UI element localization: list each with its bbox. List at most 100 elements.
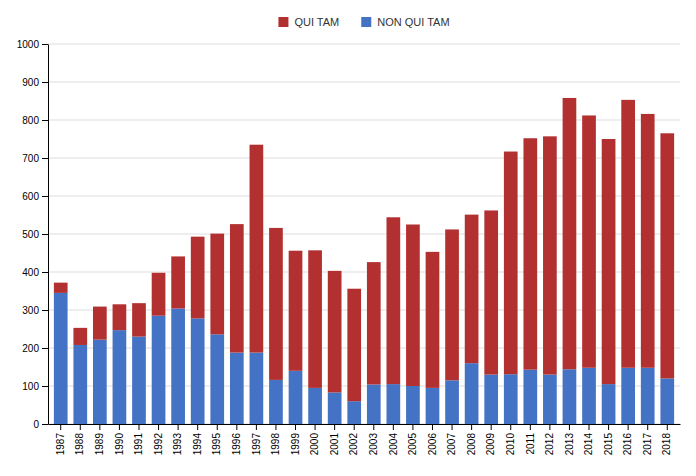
bar (641, 368, 655, 424)
tick: 2011 (525, 424, 536, 455)
tick: 2015 (603, 424, 614, 455)
tick-mark (354, 424, 355, 430)
bar (523, 138, 537, 369)
bar (523, 370, 537, 424)
tick: 300 (22, 305, 48, 316)
tick: 1997 (251, 424, 262, 455)
bar (152, 273, 166, 316)
bar (289, 251, 303, 371)
tick-mark (42, 272, 48, 273)
tick-label: 2013 (564, 433, 575, 456)
tick: 1992 (153, 424, 164, 455)
bar (191, 318, 205, 424)
tick-label: 2015 (603, 433, 614, 456)
bar (132, 303, 146, 336)
tick: 1994 (192, 424, 203, 455)
tick-label: 2006 (427, 433, 438, 456)
bar (269, 228, 283, 380)
tick-mark (530, 424, 531, 430)
legend-label: QUI TAM (294, 16, 339, 28)
tick-label: 800 (22, 115, 39, 126)
tick-mark (569, 424, 570, 430)
bar (328, 392, 342, 424)
legend-item: NON QUI TAM (361, 16, 449, 28)
tick-mark (42, 386, 48, 387)
tick-label: 2018 (661, 433, 672, 456)
tick-label: 2012 (544, 433, 555, 456)
tick-mark (42, 158, 48, 159)
tick-mark (42, 196, 48, 197)
bar (621, 100, 635, 368)
tick-mark (217, 424, 218, 430)
tick-label: 2009 (485, 433, 496, 456)
tick: 1999 (290, 424, 301, 455)
bar (445, 229, 459, 380)
bar (73, 328, 87, 345)
axis-line (48, 45, 49, 425)
tick-mark (667, 424, 668, 430)
tick: 2005 (407, 424, 418, 455)
tick: 1987 (55, 424, 66, 455)
tick: 1990 (114, 424, 125, 455)
legend: QUI TAM NON QUI TAM (278, 16, 449, 28)
tick-label: 1996 (231, 433, 242, 456)
tick-label: 1991 (133, 433, 144, 456)
tick-mark (589, 424, 590, 430)
tick-label: 1997 (251, 433, 262, 456)
tick: 2014 (583, 424, 594, 455)
tick-mark (647, 424, 648, 430)
axis-line (49, 424, 681, 425)
tick: 2000 (309, 424, 320, 455)
legend-swatch (361, 17, 371, 27)
bar (387, 217, 401, 384)
bar (152, 316, 166, 424)
tick-mark (256, 424, 257, 430)
tick: 2017 (642, 424, 653, 455)
tick-label: 1995 (211, 433, 222, 456)
tick-label: 1988 (74, 433, 85, 456)
tick-mark (138, 424, 139, 430)
tick-mark (42, 310, 48, 311)
bars (54, 98, 674, 424)
tick-label: 0 (33, 419, 39, 430)
tick-label: 500 (22, 229, 39, 240)
tick: 900 (22, 77, 48, 88)
bar (660, 378, 674, 424)
tick: 2003 (368, 424, 379, 455)
tick-label: 2010 (505, 433, 516, 456)
bar (230, 353, 244, 424)
tick-label: 200 (22, 343, 39, 354)
tick-label: 2003 (368, 433, 379, 456)
tick-label: 1999 (290, 433, 301, 456)
bar (602, 384, 616, 424)
bar (484, 210, 498, 374)
bar (504, 152, 518, 375)
tick-label: 1989 (94, 433, 105, 456)
tick: 1991 (133, 424, 144, 455)
tick-label: 1992 (153, 433, 164, 456)
grid (48, 44, 680, 424)
tick-mark (412, 424, 413, 430)
tick-mark (471, 424, 472, 430)
tick-mark (42, 120, 48, 121)
legend-item: QUI TAM (278, 16, 339, 28)
tick-mark (432, 424, 433, 430)
bar (93, 340, 107, 424)
bar (250, 145, 264, 353)
bar (113, 304, 127, 330)
tick-mark (42, 348, 48, 349)
tick: 1989 (94, 424, 105, 455)
tick: 2006 (427, 424, 438, 455)
bar (73, 345, 87, 424)
tick: 600 (22, 191, 48, 202)
tick: 400 (22, 267, 48, 278)
tick-mark (549, 424, 550, 430)
tick-label: 1998 (270, 433, 281, 456)
bar (269, 380, 283, 424)
tick-mark (491, 424, 492, 430)
tick-label: 2000 (309, 433, 320, 456)
legend-label: NON QUI TAM (377, 16, 449, 28)
tick: 2016 (622, 424, 633, 455)
tick: 1996 (231, 424, 242, 455)
tick-label: 2008 (466, 433, 477, 456)
